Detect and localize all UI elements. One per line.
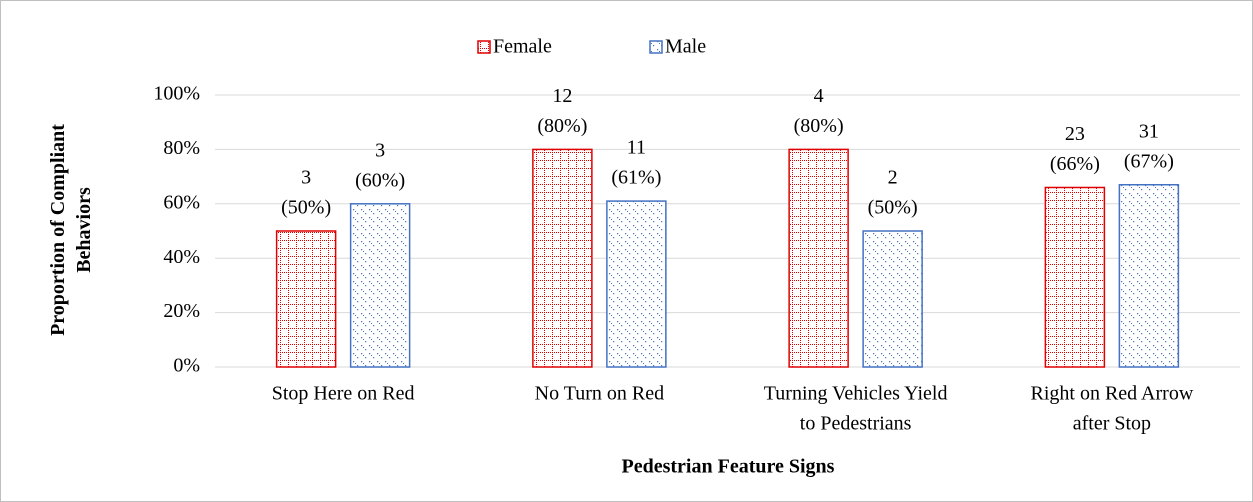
bar (862, 230, 923, 368)
data-label-count: 23 (1065, 123, 1085, 145)
data-label-count: 4 (814, 85, 824, 107)
x-tick-label: to Pedestrians (800, 413, 912, 435)
x-tick-label: Right on Red Arrow (1030, 383, 1193, 405)
y-tick-label: 60% (163, 191, 200, 213)
data-label: (66%) (1050, 153, 1100, 175)
x-tick-label: Stop Here on Red (272, 383, 415, 405)
data-label: (50%) (281, 197, 331, 219)
bar (349, 203, 411, 368)
data-label: (80%) (537, 115, 587, 137)
legend-swatch (477, 40, 491, 54)
data-label-count: 3 (375, 139, 385, 161)
legend-swatch (649, 40, 663, 54)
y-axis-title: Proportion of Compliant Behaviors (47, 124, 95, 336)
data-label: (61%) (611, 167, 661, 189)
bar (606, 200, 667, 368)
y-tick-label: 80% (163, 137, 200, 159)
x-tick-label: Turning Vehicles Yield (764, 383, 948, 405)
data-label: (60%) (355, 169, 405, 191)
y-axis-title-line: Proportion of Compliant (47, 124, 69, 336)
data-label-count: 3 (301, 167, 311, 189)
bar (1118, 184, 1180, 368)
data-label-count: 2 (888, 167, 898, 189)
y-tick-label: 0% (173, 355, 200, 377)
x-tick-label: No Turn on Red (535, 383, 664, 405)
x-axis-title: Pedestrian Feature Signs (622, 456, 835, 478)
data-label: (67%) (1124, 150, 1174, 172)
data-label-count: 31 (1139, 120, 1159, 142)
y-tick-label: 100% (153, 83, 200, 105)
y-axis-title-line: Behaviors (73, 187, 95, 273)
bar (1044, 186, 1106, 368)
y-tick-label: 20% (163, 300, 200, 322)
bar (532, 148, 593, 368)
legend-label: Female (493, 36, 552, 58)
data-label: (80%) (794, 115, 844, 137)
data-label-count: 12 (552, 85, 572, 107)
y-tick-label: 40% (163, 246, 200, 268)
bar (788, 148, 849, 368)
x-tick-label: after Stop (1073, 413, 1151, 435)
data-label-count: 11 (627, 137, 646, 159)
legend-label: Male (665, 36, 706, 58)
bar (275, 230, 337, 368)
data-label: (50%) (868, 197, 918, 219)
